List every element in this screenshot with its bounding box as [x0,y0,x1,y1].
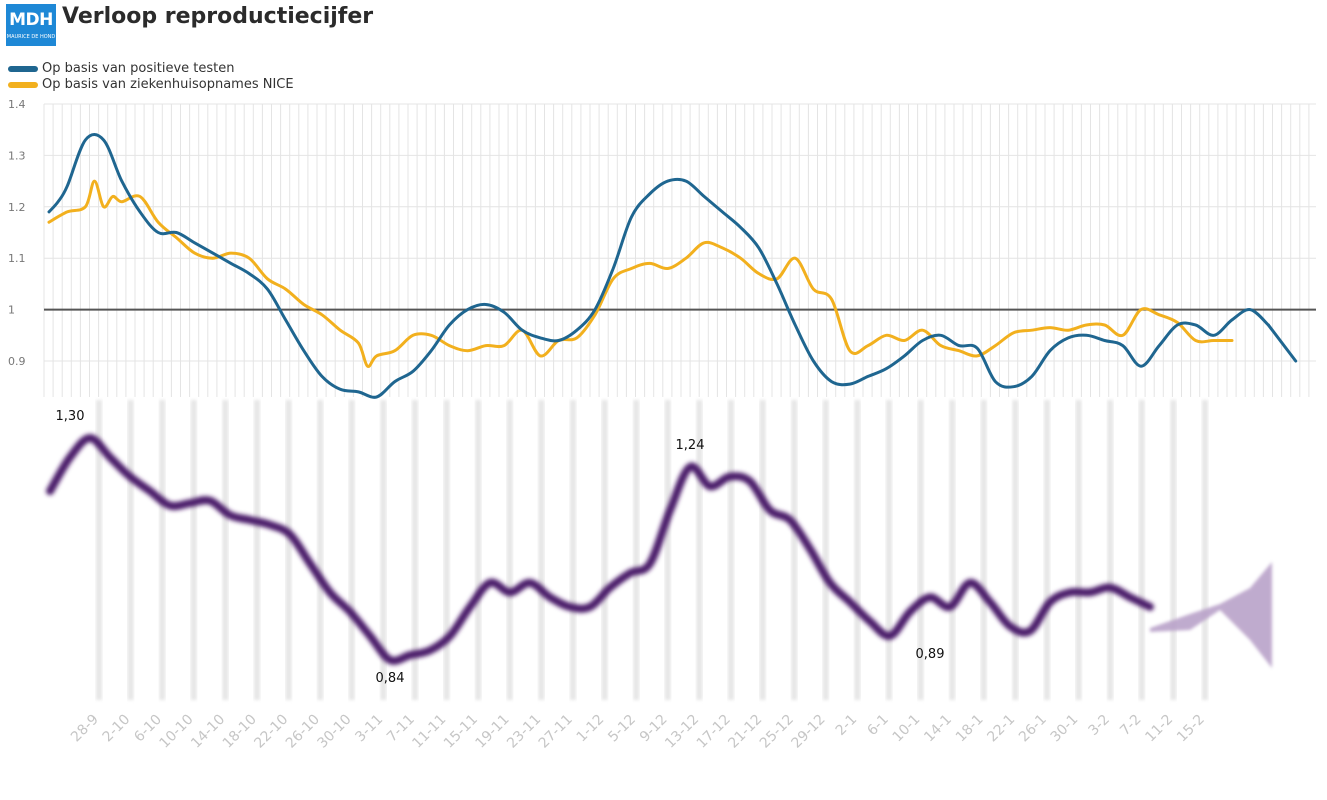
x-tick-label: 18-1 [953,712,987,746]
series-tail-positive-tests [1266,323,1298,363]
grid-band [854,400,861,700]
x-tick-label: 2-1 [833,712,860,739]
x-tick-label: 11-11 [409,712,449,752]
x-tick-label: 10-10 [157,712,197,752]
annotation-label: 0,84 [376,671,405,686]
x-tick-label: 30-1 [1048,712,1082,746]
x-tick-label: 18-10 [220,712,260,752]
x-tick-label: 11-2 [1142,712,1176,746]
series-line-positive-tests [47,133,1270,399]
grid-band [127,400,134,700]
grid-band [159,400,166,700]
x-tick-label: 29-12 [789,712,829,752]
grid-band [601,400,608,700]
grid-band [317,400,324,700]
y-tick-label: 1.4 [8,98,26,111]
grid-band [1138,400,1145,700]
grid-band [980,400,987,700]
x-tick-label: 30-10 [315,712,355,752]
x-tick-label: 22-1 [984,712,1018,746]
series-line-reproduction [46,434,1154,665]
grid-band [190,400,197,700]
grid-band [506,400,513,700]
grid-band [1202,400,1208,700]
x-tick-label: 23-11 [504,712,544,752]
y-tick-label: 1.1 [8,252,26,265]
x-tick-label: 19-11 [473,712,513,752]
grid-band [254,400,260,700]
y-tick-label: 1 [8,304,15,317]
x-tick-label: 26-1 [1016,712,1050,746]
legend-label-positive-tests: Op basis van positieve testen [42,61,235,76]
grid-band [538,400,545,700]
grid-band [633,400,640,700]
x-tick-label: 3-11 [352,712,386,746]
annotation-label: 1,24 [676,438,705,453]
grid-band [475,400,482,700]
x-tick-label: 13-12 [662,712,702,752]
x-tick-label: 6-1 [864,712,891,739]
grid-band [759,400,766,700]
grid-band [791,400,798,700]
x-tick-label: 22-10 [251,712,291,752]
grid-band [96,400,102,700]
grid-band [696,400,703,700]
grid-band [917,400,924,700]
y-tick-label: 1.2 [8,201,26,214]
grid-band [348,400,355,700]
annotation-label: 0,89 [916,647,945,662]
x-tick-label: 17-12 [694,712,734,752]
logo-subtext: MAURICE DE HOND [6,34,56,40]
x-tick-label: 7-2 [1117,712,1144,739]
grid-band [1044,400,1050,700]
mdh-logo: MDH MAURICE DE HOND [6,4,56,46]
grid-band [443,400,450,700]
legend-item-nice: Op basis van ziekenhuisopnames NICE [8,77,294,93]
bottom-chart: 1,300,841,240,8928-92-106-1010-1014-1018… [46,400,1275,752]
x-tick-label: 2-10 [100,712,134,746]
x-tick-label: 15-11 [441,712,481,752]
x-tick-label: 14-10 [188,712,228,752]
y-tick-label: 0.9 [8,355,26,368]
grid-band [664,400,671,700]
x-tick-label: 26-10 [283,712,323,752]
x-tick-label: 3-2 [1086,712,1113,739]
grid-band [285,400,292,700]
grid-band [380,400,387,700]
annotation-label: 1,30 [56,409,85,424]
x-tick-label: 14-1 [921,712,955,746]
grid-band [1075,400,1082,700]
legend-swatch-nice [8,81,38,88]
x-tick-label: 28-9 [68,712,102,746]
grid-band [1170,400,1177,700]
logo-text: MDH [9,10,53,30]
grid-band [412,400,418,700]
grid-band [1107,400,1114,700]
grid-band [570,400,576,700]
x-tick-label: 5-12 [605,712,639,746]
uncertainty-band [1150,562,1272,668]
legend-label-nice: Op basis van ziekenhuisopnames NICE [42,77,294,92]
grid-band [886,400,892,700]
x-tick-label: 10-1 [890,712,924,746]
legend-item-positive-tests: Op basis van positieve testen [8,61,234,77]
grid-band [1012,400,1019,700]
grid-band [822,400,829,700]
grid-band [728,400,734,700]
grid-band [949,400,956,700]
grid-band [222,400,229,700]
top-chart: 0.9 1 1.1 1.2 1.3 1.4 [8,98,1316,399]
y-tick-label: 1.3 [8,149,26,162]
x-tick-label: 1-12 [574,712,608,746]
legend-swatch-positive-tests [8,65,38,72]
x-tick-label: 21-12 [725,712,765,752]
page-title: Verloop reproductiecijfer [62,4,374,29]
x-tick-label: 15-2 [1174,712,1208,746]
x-tick-label: 27-11 [536,712,576,752]
x-tick-label: 25-12 [757,712,797,752]
